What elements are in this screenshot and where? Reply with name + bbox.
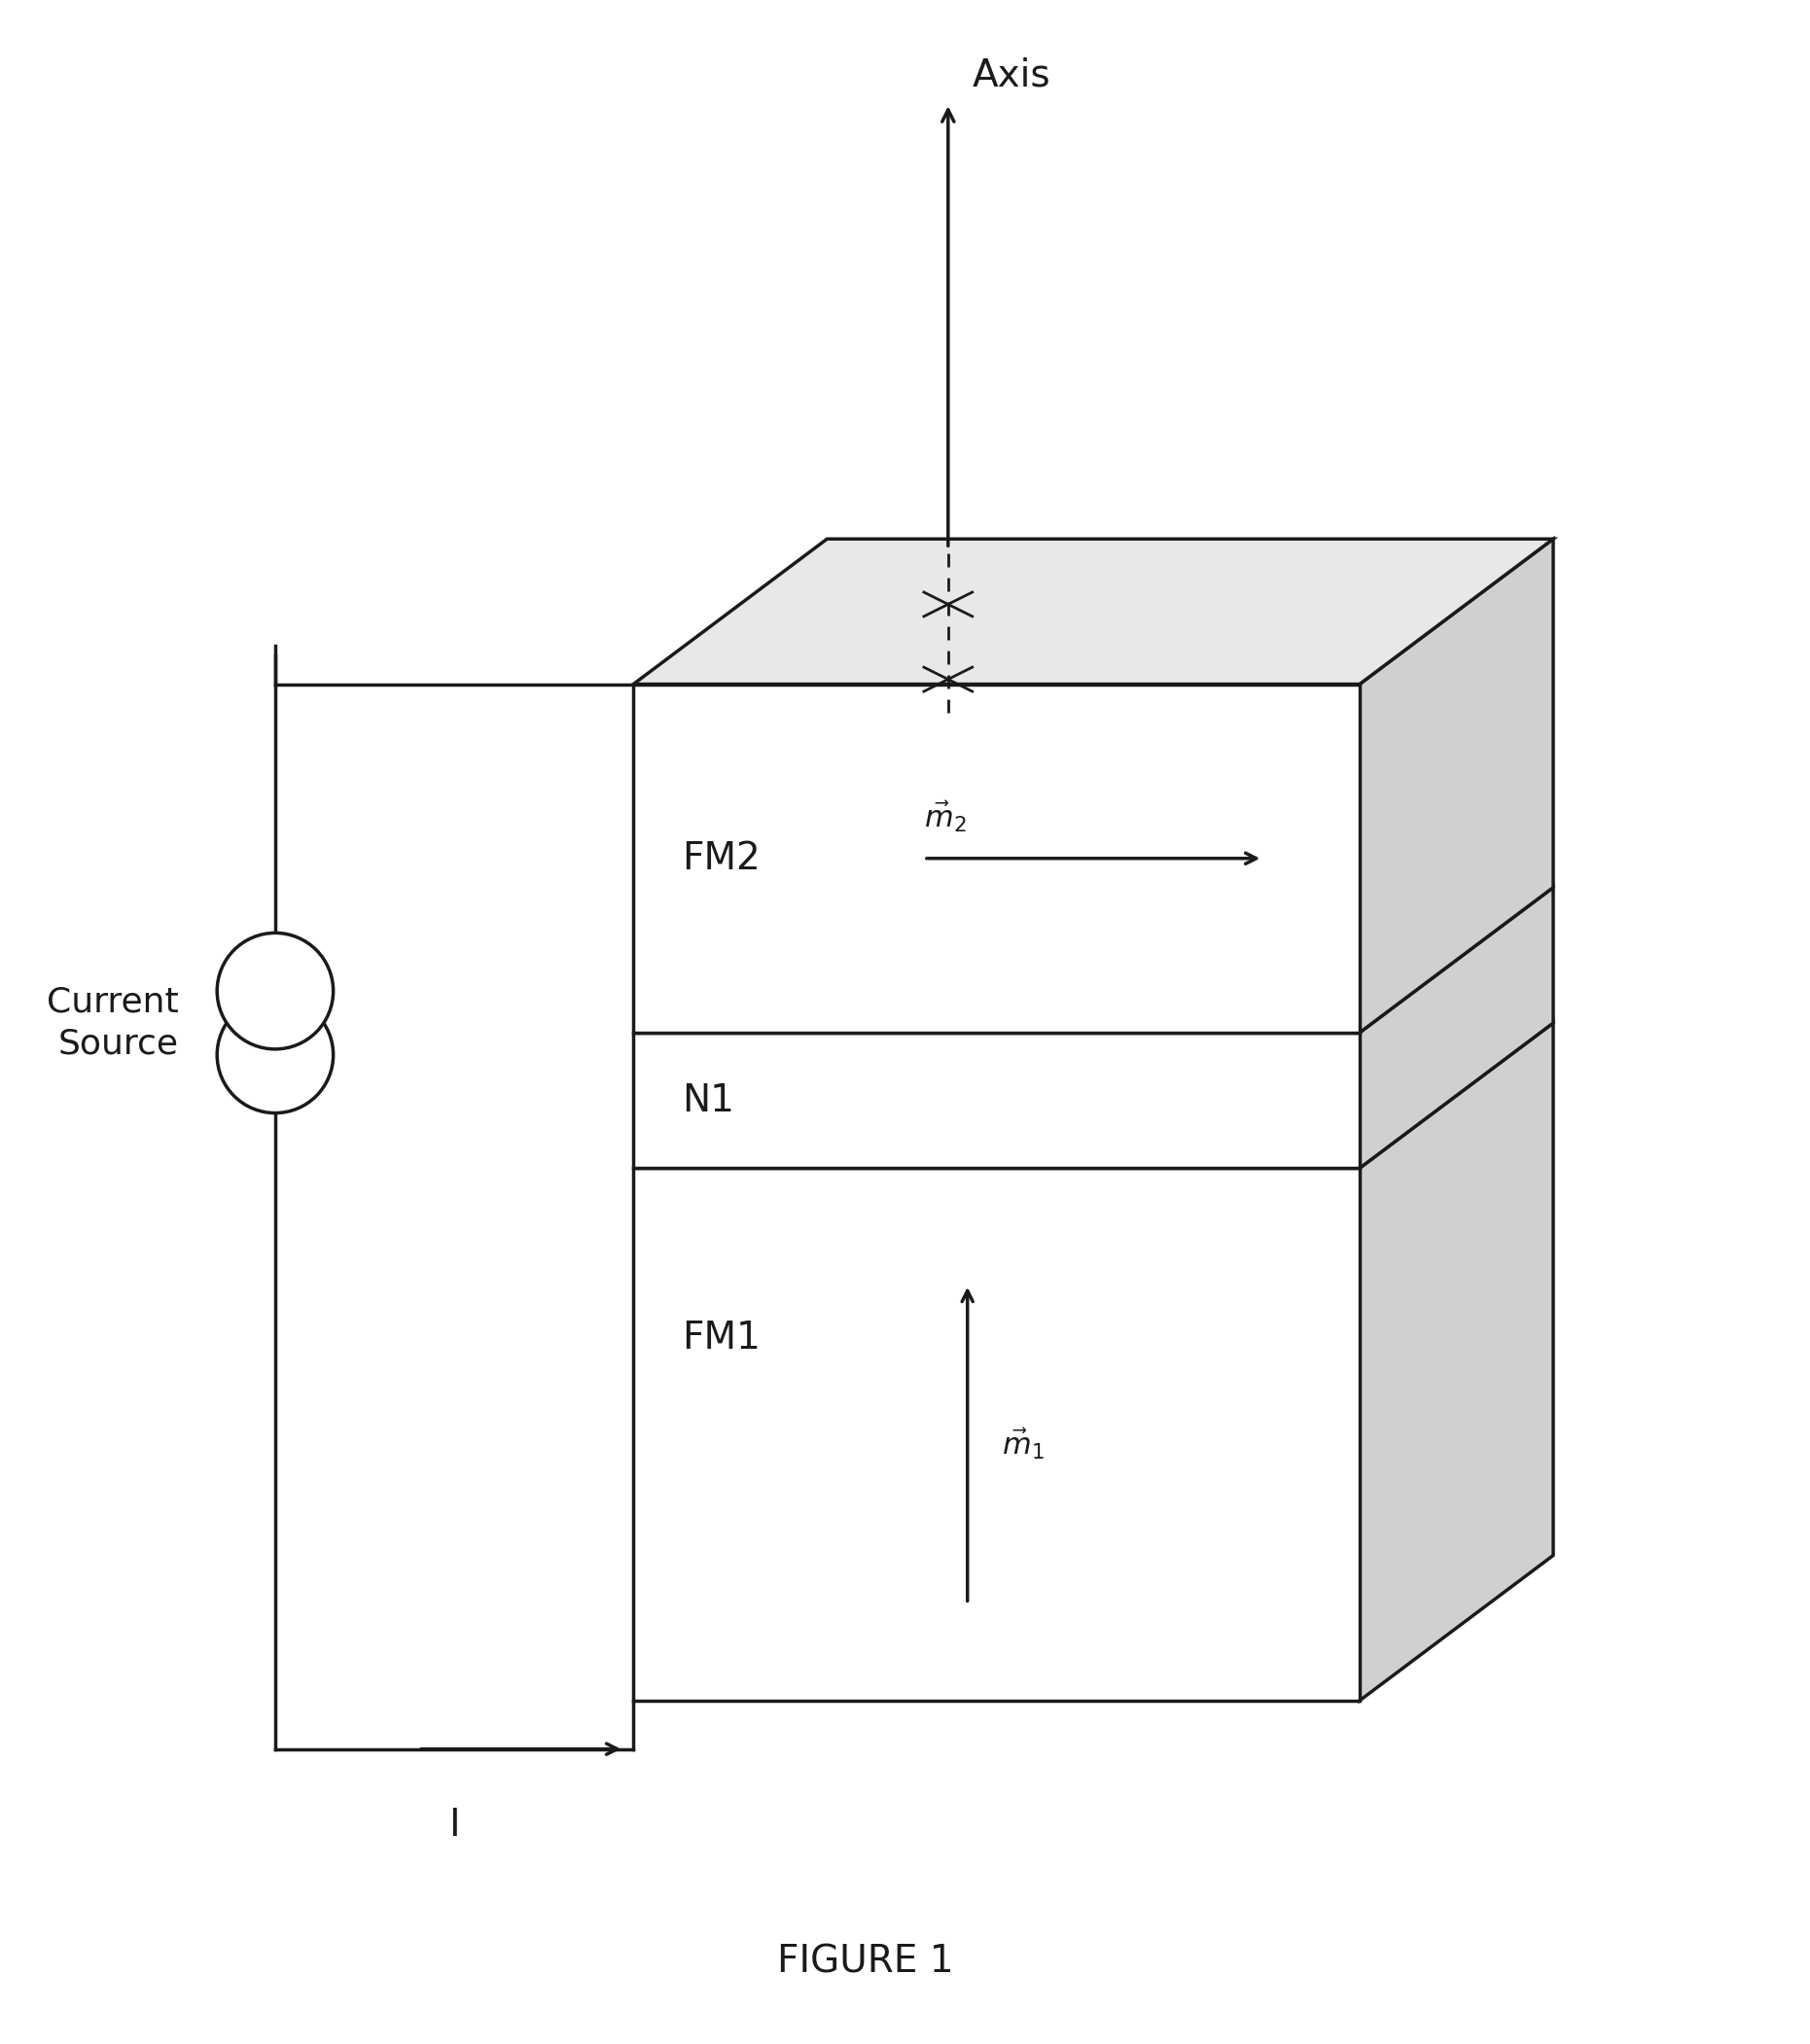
Polygon shape xyxy=(1359,887,1553,1169)
Circle shape xyxy=(217,997,333,1114)
Text: $\vec{m}_2$: $\vec{m}_2$ xyxy=(923,799,967,834)
Polygon shape xyxy=(1359,540,1553,1032)
Text: Axis: Axis xyxy=(972,57,1052,94)
Text: $\vec{m}_1$: $\vec{m}_1$ xyxy=(1001,1427,1044,1461)
Text: FM2: FM2 xyxy=(682,840,760,877)
Polygon shape xyxy=(633,1032,1359,1169)
Polygon shape xyxy=(633,1169,1359,1701)
Polygon shape xyxy=(1359,1022,1553,1701)
Polygon shape xyxy=(633,540,1553,685)
Circle shape xyxy=(217,932,333,1049)
Text: FM1: FM1 xyxy=(682,1318,760,1355)
Text: N1: N1 xyxy=(682,1081,735,1118)
Text: Current
Source: Current Source xyxy=(47,985,179,1061)
Text: FIGURE 1: FIGURE 1 xyxy=(778,1944,954,1981)
Polygon shape xyxy=(633,685,1359,1032)
Text: I: I xyxy=(449,1807,460,1844)
